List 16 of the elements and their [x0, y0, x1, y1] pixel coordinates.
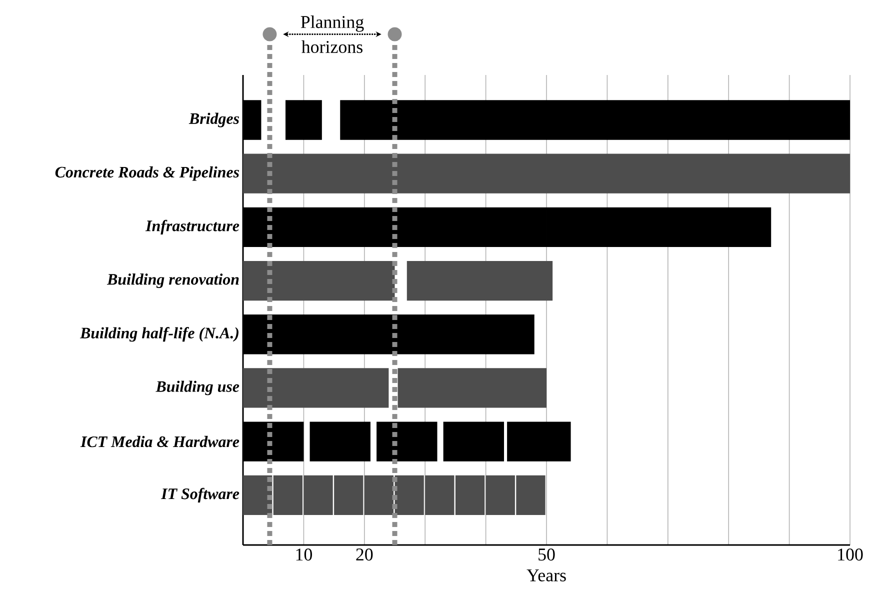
y-tick-label: IT Software	[160, 488, 240, 502]
x-tick-label: 50	[538, 548, 555, 561]
y-tick-label: ICT Media & Hardware	[80, 436, 240, 448]
bar	[376, 422, 438, 462]
y-tick-label: Infrastructure	[145, 220, 240, 234]
x-axis-title: Years	[526, 569, 566, 582]
text: Planning horizons	[300, 15, 364, 54]
bar	[340, 100, 850, 140]
x-tick-label: 10	[296, 548, 312, 561]
y-tick-label: Concrete Roads & Pipelines	[55, 166, 240, 181]
y-tick-label: Bridges	[188, 112, 240, 128]
y-tick-label: Building half-life (N.A.)	[80, 327, 238, 342]
x-tick-label: 20	[356, 548, 373, 561]
x-tick-label: 100	[838, 548, 863, 561]
y-tick-label: Building use	[156, 380, 240, 396]
y-tick-label: Building renovation	[106, 274, 239, 288]
